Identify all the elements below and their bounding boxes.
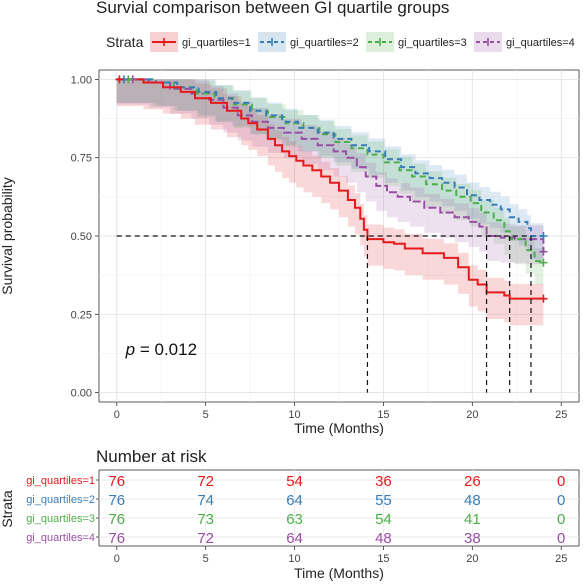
y-tick-label: 0.25 [71,309,92,321]
risk-count: 55 [375,492,392,509]
risk-count: 36 [375,473,392,490]
censor-mark [539,247,548,256]
confidence-band-1 [116,79,544,326]
legend-title: Strata [106,34,144,50]
p-value-symbol: p [125,340,135,359]
risk-count: 73 [197,511,214,528]
risk-count: 48 [464,492,481,509]
risk-count: 76 [108,530,125,547]
legend-label: gi_quartiles=4 [506,37,575,49]
y-tick-label: 0.00 [71,388,92,400]
chart-title: Survial comparison between GI quartile g… [96,0,449,17]
risk-count: 72 [197,530,214,547]
confidence-band-2 [116,79,544,260]
risk-row-label: gi_quartiles=4 [26,532,95,544]
risk-table-x-label: Time (Months) [294,565,384,581]
censor-mark [539,294,548,303]
risk-count: 0 [557,530,565,547]
legend-item-1: gi_quartiles=1 [150,32,251,52]
survival-curve-1 [116,78,544,300]
risk-count: 76 [108,473,125,490]
risk-count: 76 [108,511,125,528]
censor-mark [539,232,548,240]
risk-count: 64 [286,492,303,509]
legend-item-2: gi_quartiles=2 [258,32,359,52]
risk-x-tick-label: 25 [555,553,567,565]
survival-plot-area: 0 5 10 15 20 25 0.00 0.25 0.50 0.75 1.00 [71,69,580,421]
risk-count: 48 [375,530,392,547]
risk-x-tick-label: 0 [114,553,120,565]
risk-table: Number at risk 76 72 54 36 26 0 76 74 64 55 48 0 76 7… [0,447,580,581]
risk-count: 0 [557,511,565,528]
risk-count: 41 [464,511,481,528]
risk-row-label: gi_quartiles=3 [26,513,95,525]
risk-count: 26 [464,473,481,490]
risk-count: 54 [375,511,392,528]
p-value-annotation: p = 0.012 [125,340,197,359]
risk-count: 0 [557,492,565,509]
risk-count: 76 [108,492,125,509]
risk-count: 72 [197,473,214,490]
legend-label: gi_quartiles=1 [182,37,251,49]
risk-x-tick-label: 15 [377,553,389,565]
risk-count: 38 [464,530,481,547]
censor-mark [115,75,124,84]
x-tick-label: 15 [377,409,389,421]
risk-count: 63 [286,511,303,528]
x-tick-label: 10 [288,409,300,421]
survival-curve-2 [116,78,544,237]
risk-count: 0 [557,473,565,490]
legend-label: gi_quartiles=2 [290,37,359,49]
legend-item-3: gi_quartiles=3 [366,32,467,52]
censor-mark [539,258,548,267]
risk-x-tick-label: 20 [466,553,478,565]
risk-table-title: Number at risk [96,447,207,466]
legend-item-4: gi_quartiles=4 [474,32,575,52]
x-tick-label: 20 [466,409,478,421]
risk-table-y-label: Strata [0,490,15,528]
survival-curve-3 [116,78,545,263]
risk-x-tick-label: 5 [203,553,209,565]
y-tick-label: 0.50 [71,231,92,243]
y-axis-label: Survival probability [0,177,15,295]
x-tick-label: 0 [114,409,120,421]
y-tick-label: 1.00 [71,74,92,86]
risk-count: 64 [286,530,303,547]
risk-row-label: gi_quartiles=2 [26,494,95,506]
risk-table-frame [98,469,580,547]
p-value-text: = 0.012 [135,340,197,359]
confidence-band-4 [116,79,544,277]
survival-curve-4 [116,78,545,252]
risk-row-label: gi_quartiles=1 [26,475,95,487]
legend-label: gi_quartiles=3 [398,37,467,49]
risk-count: 74 [197,492,214,509]
legend: Strata gi_quartiles=1 gi_quartiles=2 gi_qu… [106,32,575,52]
x-tick-label: 25 [555,409,567,421]
risk-x-tick-label: 10 [288,553,300,565]
risk-count: 54 [286,473,303,490]
confidence-band-3 [116,79,544,287]
x-axis-label: Time (Months) [294,420,384,436]
y-tick-label: 0.75 [71,153,92,165]
x-tick-label: 5 [203,409,209,421]
